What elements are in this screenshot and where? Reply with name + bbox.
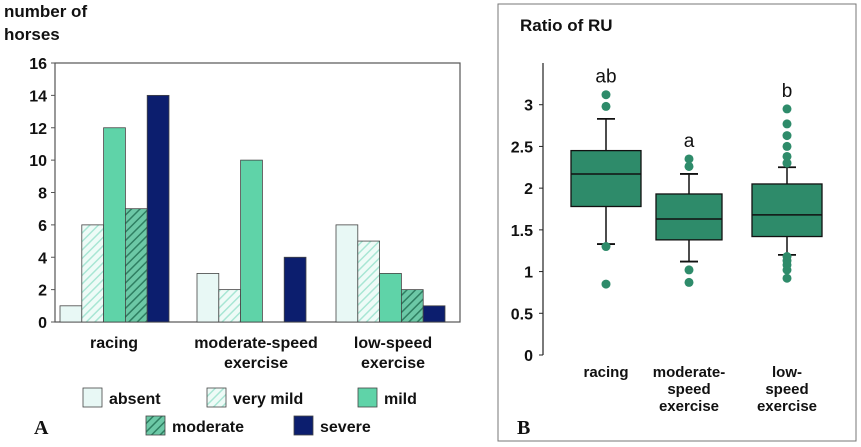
legend: absent very mild mild moderate severe	[82, 387, 417, 436]
legend-swatch	[145, 415, 166, 436]
bar-severe	[146, 94, 170, 323]
y-tick-label: 3	[524, 98, 533, 115]
legend-label: mild	[384, 391, 417, 408]
bar-very-mild	[218, 289, 242, 323]
significance-letter: a	[684, 131, 695, 152]
bar-mild	[240, 159, 263, 323]
outlier-point	[782, 104, 792, 114]
outlier-point	[782, 252, 792, 262]
bar-mild	[379, 273, 402, 323]
bar-chart-panel: number of horses 0 2 4 6 8 10 12 14 16 racing mod…	[4, 2, 461, 439]
legend-label: very mild	[233, 391, 303, 408]
x-tick-label: moderate-speed exercise	[653, 364, 726, 415]
outlier-point	[782, 119, 792, 129]
y-tick-label: 2	[38, 283, 47, 300]
bar-absent	[335, 224, 359, 323]
legend-label: severe	[320, 419, 371, 436]
bar-moderate	[400, 289, 424, 323]
significance-letter: b	[782, 81, 793, 102]
outlier-point	[782, 273, 792, 283]
outlier-point	[684, 154, 694, 164]
y-tick-label: 8	[38, 186, 47, 203]
panel-label: B	[517, 417, 530, 439]
legend-swatch	[357, 387, 378, 408]
outlier-point	[782, 151, 792, 161]
bar-severe	[422, 305, 446, 323]
bar-very-mild	[357, 240, 380, 323]
bar-mild	[103, 127, 126, 323]
y-tick-label: 16	[29, 56, 47, 73]
outlier-point	[782, 131, 792, 141]
outlier-point	[601, 242, 611, 252]
bar-severe	[283, 256, 307, 323]
legend-label: absent	[109, 391, 161, 408]
x-tick-label: low-speed exercise	[757, 364, 817, 415]
bar-absent	[196, 273, 220, 323]
iqr-box	[570, 149, 642, 208]
panel-frame	[497, 3, 857, 442]
y-tick-label: 14	[29, 88, 47, 105]
bar-absent	[59, 305, 83, 323]
outlier-point	[684, 161, 694, 171]
box-plot: ab	[570, 67, 642, 289]
outlier-point	[601, 279, 611, 289]
legend-swatch	[82, 387, 103, 408]
legend-label: moderate	[172, 419, 244, 436]
y-tick-label: 2	[524, 181, 533, 198]
y-axis-title-line-1: number of	[4, 2, 87, 21]
y-tick-label: 1	[524, 265, 533, 282]
y-tick-label: 1.5	[511, 223, 533, 240]
outlier-point	[782, 158, 792, 168]
y-tick-label: 0.5	[511, 306, 533, 323]
iqr-box	[751, 183, 823, 238]
x-tick-label: moderate-speed exercise	[194, 335, 318, 372]
y-tick-label: 2.5	[511, 139, 533, 156]
y-tick-label: 6	[38, 218, 47, 235]
bar-very-mild	[81, 224, 105, 323]
panel-label: A	[34, 417, 49, 439]
box-plot: a	[655, 131, 723, 287]
outlier-point	[684, 277, 694, 287]
bar-moderate	[125, 208, 148, 323]
box-plot: b	[751, 81, 823, 283]
outlier-point	[684, 265, 694, 275]
x-tick-label: racing	[90, 335, 138, 352]
x-tick-label: racing	[583, 364, 628, 381]
y-tick-label: 4	[38, 250, 47, 267]
y-tick-label: 12	[29, 121, 47, 138]
outlier-point	[601, 101, 611, 111]
legend-swatch	[293, 415, 314, 436]
y-tick-label: 0	[524, 348, 533, 365]
outlier-point	[601, 90, 611, 100]
outlier-point	[782, 141, 792, 151]
y-axis-title-line-2: horses	[4, 25, 60, 44]
iqr-box	[655, 193, 723, 241]
y-tick-label: 0	[38, 315, 47, 332]
significance-letter: ab	[595, 67, 616, 88]
chart-title: Ratio of RU	[520, 16, 613, 35]
y-tick-label: 10	[29, 153, 47, 170]
legend-swatch	[206, 387, 227, 408]
x-tick-label: low-speed exercise	[354, 335, 432, 372]
